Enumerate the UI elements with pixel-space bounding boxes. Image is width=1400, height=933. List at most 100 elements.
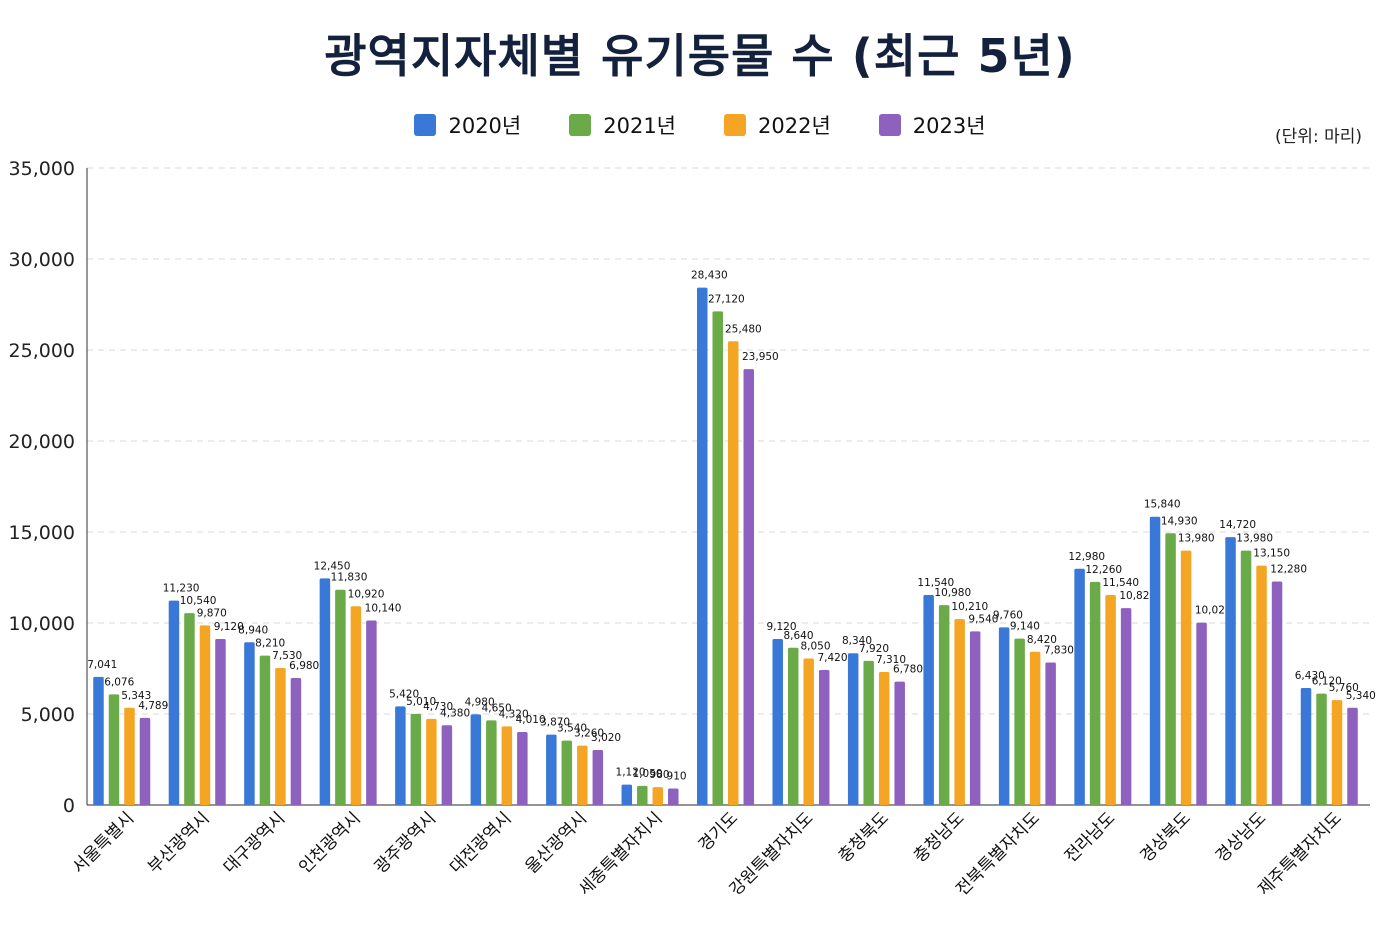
bar (818, 669, 830, 805)
data-label: 9,760 (993, 609, 1023, 621)
data-label: 27,120 (708, 293, 745, 305)
bar (712, 311, 723, 805)
x-category-label: 대구광역시 (220, 808, 289, 877)
data-label: 11,830 (331, 572, 368, 584)
data-label: 12,280 (1270, 564, 1307, 576)
bar (652, 787, 664, 805)
x-category-label: 울산광역시 (522, 808, 591, 877)
y-tick-label: 10,000 (9, 613, 75, 635)
legend-label-2023: 2023년 (912, 114, 986, 138)
legend-item-2021: 2021년 (569, 110, 676, 140)
data-label: 9,120 (766, 621, 796, 633)
legend-swatch-2021 (569, 114, 592, 136)
data-label: 11,230 (163, 583, 200, 595)
bar (517, 732, 528, 805)
data-label: 4,650 (482, 702, 512, 714)
bar (728, 341, 739, 805)
bar (546, 734, 557, 805)
bar (954, 619, 965, 805)
bar (1180, 550, 1192, 805)
data-label: 5,343 (121, 690, 151, 702)
bar (108, 694, 120, 805)
unit-label: (단위: 마리) (1275, 127, 1362, 147)
legend-item-2022: 2022년 (724, 110, 831, 140)
data-label: 9,120 (214, 621, 244, 633)
data-label: 3,020 (591, 732, 621, 744)
bar (938, 605, 950, 805)
bar (1225, 537, 1236, 805)
data-label: 5,010 (406, 696, 436, 708)
bar (1089, 581, 1101, 805)
chart-title: 광역지자체별 유기동물 수 (최근 5년) (324, 29, 1076, 83)
bar (1331, 700, 1343, 805)
x-category-label: 충청북도 (835, 808, 893, 866)
data-label: 12,260 (1085, 564, 1122, 576)
data-label: 8,210 (255, 638, 285, 650)
data-label: 5,420 (389, 688, 419, 700)
data-label: 14,720 (1219, 519, 1256, 531)
data-label: 10,920 (348, 588, 385, 600)
data-label: 11,540 (1102, 577, 1139, 589)
y-tick-label: 5,000 (21, 704, 75, 726)
data-label: 14,930 (1161, 515, 1198, 527)
data-label: 8,940 (238, 624, 268, 636)
bar (139, 717, 151, 805)
bar (244, 642, 255, 805)
data-label: 13,980 (1178, 533, 1215, 545)
data-label: 9,870 (197, 607, 227, 619)
data-label: 5,340 (1346, 690, 1376, 702)
bar (426, 718, 437, 805)
legend-swatch-2022 (724, 114, 746, 136)
data-label: 1,050 (633, 768, 663, 780)
data-label: 4,380 (440, 707, 470, 719)
bar (923, 594, 934, 805)
bar (441, 725, 453, 805)
bar (1256, 565, 1267, 805)
bar (878, 671, 890, 805)
data-label: 6,076 (104, 676, 134, 688)
bar (93, 676, 104, 805)
x-category-label: 경상북도 (1136, 808, 1194, 866)
bar (577, 745, 588, 805)
bar (290, 677, 302, 805)
data-label: 8,420 (1027, 634, 1057, 646)
legend-label-2020: 2020년 (448, 114, 522, 138)
x-category-label: 전라남도 (1061, 808, 1119, 866)
data-label: 1,120 (616, 767, 646, 779)
data-label: 8,340 (842, 635, 872, 647)
bar (1029, 651, 1041, 805)
data-label: 10,540 (180, 595, 217, 607)
x-category-label: 인천광역시 (295, 808, 364, 877)
x-category-label: 경기도 (695, 808, 742, 855)
x-category-label: 충청남도 (910, 808, 968, 866)
data-label: 6,120 (1312, 676, 1342, 688)
data-label: 4,789 (138, 700, 168, 712)
x-category-label: 광주광역시 (371, 808, 440, 877)
legend-item-2020: 2020년 (414, 110, 521, 140)
bar (259, 655, 271, 805)
bar (335, 589, 346, 805)
data-label: 12,980 (1068, 551, 1105, 563)
bar (743, 369, 754, 805)
data-label: 4,980 (465, 696, 495, 708)
data-label: 12,450 (314, 560, 351, 572)
x-category-label: 서울특별시 (69, 808, 138, 877)
legend-item-2023: 2023년 (878, 110, 986, 140)
data-label: 910 (667, 770, 687, 782)
data-label: 23,950 (742, 351, 779, 363)
data-label: 7,420 (817, 652, 847, 664)
data-label: 980 (650, 769, 670, 781)
y-tick-label: 20,000 (9, 431, 75, 453)
data-label: 10,820 (1119, 590, 1156, 602)
data-label: 6,780 (893, 664, 923, 676)
bar (168, 600, 180, 805)
data-label: 3,870 (540, 717, 570, 729)
data-label: 8,640 (783, 630, 813, 642)
bar (1045, 662, 1056, 805)
data-label: 4,010 (516, 714, 546, 726)
data-label: 10,980 (934, 587, 971, 599)
bar (199, 625, 211, 805)
data-label: 7,920 (859, 643, 889, 655)
data-label: 7,530 (272, 650, 302, 662)
legend: 2020년 2021년 2022년 2023년 (0, 110, 1400, 140)
